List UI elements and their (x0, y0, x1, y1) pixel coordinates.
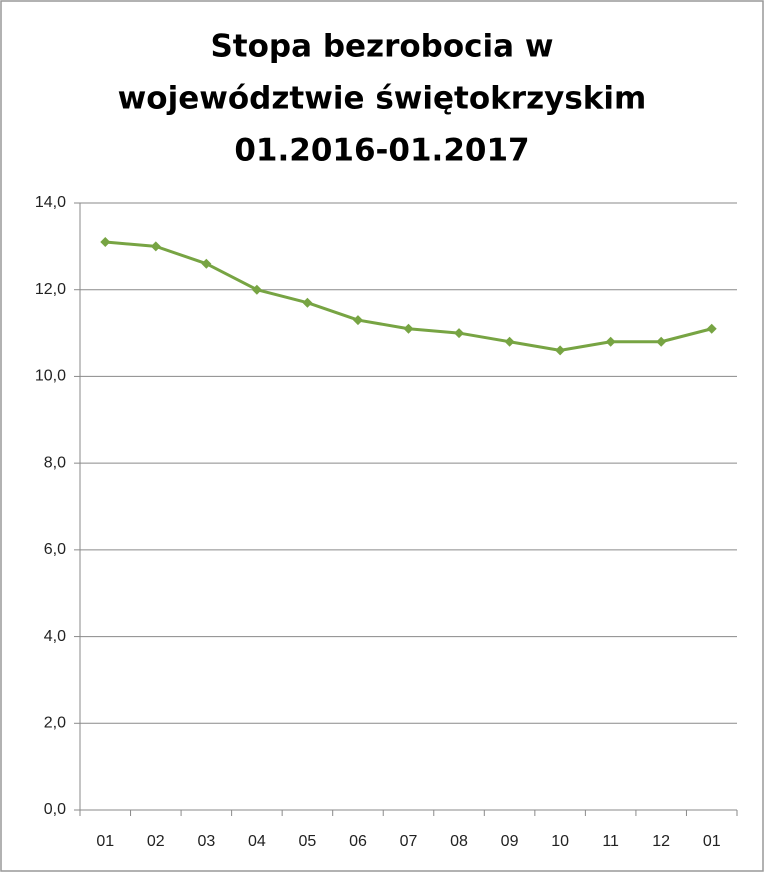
chart-title: województwie świętokrzyskim (118, 81, 647, 117)
x-tick-label: 03 (197, 833, 215, 850)
chart-title: 01.2016-01.2017 (234, 133, 529, 169)
data-point (605, 336, 616, 347)
chart-title: Stopa bezrobocia w (210, 29, 553, 65)
data-point (656, 336, 667, 347)
y-tick-label: 10,0 (35, 368, 66, 385)
data-point (403, 323, 414, 334)
y-tick-label: 12,0 (35, 281, 66, 298)
x-tick-label: 08 (450, 833, 468, 850)
data-point (454, 328, 465, 339)
x-tick-label: 02 (147, 833, 165, 850)
x-tick-label: 10 (551, 833, 569, 850)
y-tick-label: 4,0 (44, 628, 66, 645)
data-point (150, 241, 161, 252)
data-point (251, 284, 262, 295)
y-tick-label: 8,0 (44, 454, 66, 471)
x-tick-label: 04 (248, 833, 266, 850)
data-point (302, 297, 313, 308)
data-point (352, 315, 363, 326)
x-tick-label: 06 (349, 833, 367, 850)
y-tick-label: 2,0 (44, 715, 66, 732)
x-tick-label: 07 (400, 833, 418, 850)
x-tick-label: 11 (602, 833, 619, 850)
y-tick-label: 14,0 (35, 194, 66, 211)
x-tick-label: 12 (652, 833, 670, 850)
data-point (706, 323, 717, 334)
data-point (555, 345, 566, 356)
x-tick-label: 09 (501, 833, 519, 850)
data-point (504, 336, 515, 347)
x-tick-label: 01 (96, 833, 114, 850)
x-tick-label: 01 (703, 833, 721, 850)
x-tick-label: 05 (299, 833, 317, 850)
data-point (100, 237, 111, 248)
y-tick-label: 0,0 (44, 801, 66, 818)
data-point (201, 258, 212, 269)
y-tick-label: 6,0 (44, 541, 66, 558)
